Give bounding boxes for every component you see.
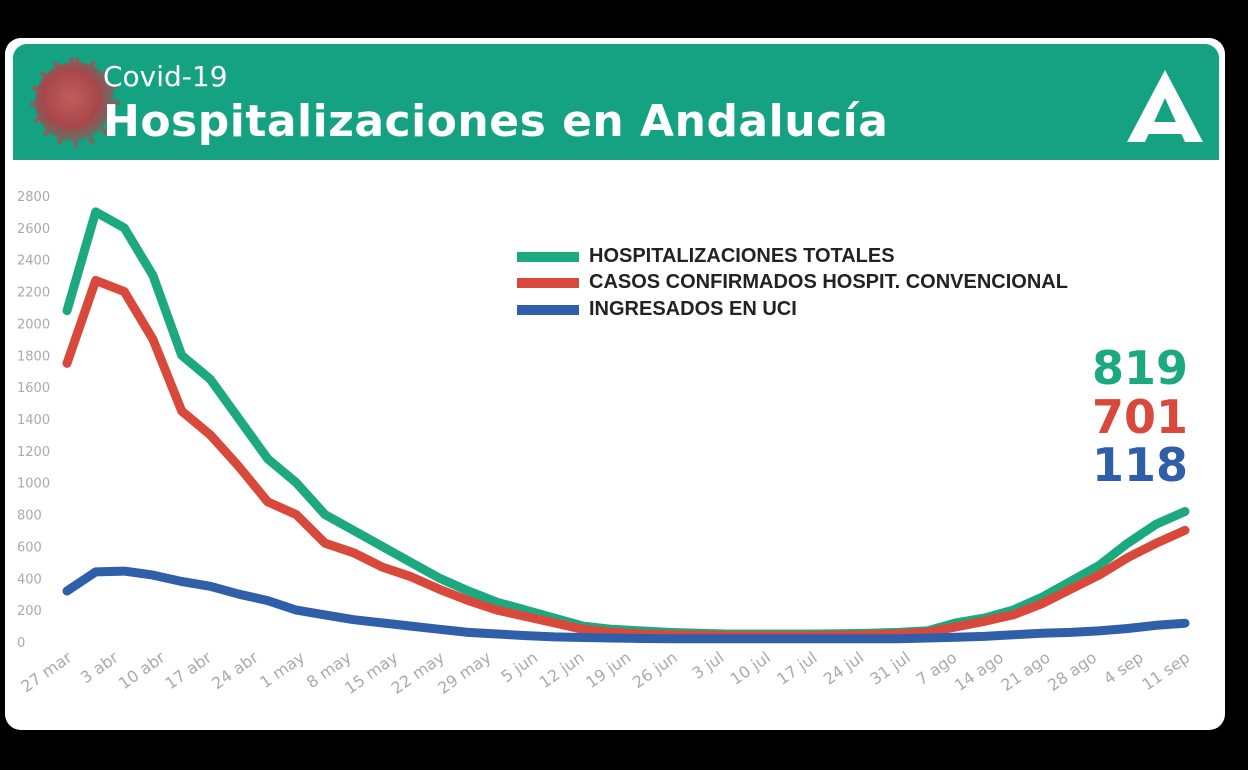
last-value-label: 701 xyxy=(1092,390,1188,444)
y-tick-label: 1600 xyxy=(17,381,50,396)
y-tick-label: 2200 xyxy=(17,286,50,301)
legend-swatch xyxy=(517,305,579,315)
x-tick-label: 27 mar xyxy=(17,647,75,696)
y-tick-label: 1800 xyxy=(17,349,50,364)
y-tick-label: 2000 xyxy=(17,317,50,332)
x-tick-label: 24 abr xyxy=(208,647,262,693)
y-tick-label: 800 xyxy=(17,509,42,524)
y-tick-label: 1000 xyxy=(17,477,50,492)
x-tick-label: 29 may xyxy=(434,648,494,698)
header-title: Hospitalizaciones en Andalucía xyxy=(103,96,889,147)
junta-andalucia-logo-icon xyxy=(1127,70,1203,142)
y-tick-label: 0 xyxy=(17,636,25,651)
x-tick-label: 19 jun xyxy=(582,648,634,692)
y-tick-label: 600 xyxy=(17,540,42,555)
line-chart: 2800260024002200200018001600140012001000… xyxy=(17,190,1193,698)
series-line-3 xyxy=(62,566,1190,644)
x-tick-label: 3 jul xyxy=(688,648,727,683)
last-value-label: 118 xyxy=(1092,438,1188,492)
last-value-label: 819 xyxy=(1092,341,1188,395)
legend-label: CASOS CONFIRMADOS HOSPIT. CONVENCIONAL xyxy=(589,271,1068,293)
x-tick-label: 5 jun xyxy=(497,648,541,687)
x-tick-label: 14 ago xyxy=(951,648,1007,695)
header-banner: Covid-19 Hospitalizaciones en Andalucía xyxy=(13,44,1219,160)
x-tick-label: 24 jul xyxy=(820,648,867,689)
x-tick-label: 12 jun xyxy=(536,648,588,692)
x-tick-label: 17 abr xyxy=(162,647,216,693)
y-tick-label: 2600 xyxy=(17,222,50,237)
header-subtitle: Covid-19 xyxy=(103,60,228,93)
x-tick-label: 10 abr xyxy=(115,647,169,693)
x-tick-label: 11 sep xyxy=(1138,648,1193,694)
legend-swatch xyxy=(517,252,579,262)
y-tick-label: 1400 xyxy=(17,413,50,428)
x-tick-label: 10 jul xyxy=(727,648,774,689)
legend-label: HOSPITALIZACIONES TOTALES xyxy=(589,245,895,267)
y-tick-label: 200 xyxy=(17,604,42,619)
x-tick-label: 28 ago xyxy=(1044,648,1100,695)
x-tick-label: 17 jul xyxy=(773,648,820,689)
x-tick-label: 26 jun xyxy=(629,648,681,692)
x-tick-label: 1 may xyxy=(256,648,308,692)
coronavirus-icon xyxy=(35,62,115,142)
series-line-2 xyxy=(62,275,1190,641)
y-tick-label: 2800 xyxy=(17,190,50,205)
legend-swatch xyxy=(517,278,579,288)
chart-card: Covid-19 Hospitalizaciones en Andalucía … xyxy=(5,38,1225,730)
y-tick-label: 1200 xyxy=(17,445,50,460)
y-tick-label: 400 xyxy=(17,572,42,587)
x-tick-label: 31 jul xyxy=(866,648,913,689)
y-tick-label: 2400 xyxy=(17,254,50,269)
legend-label: INGRESADOS EN UCI xyxy=(589,298,797,320)
x-tick-label: 21 ago xyxy=(997,648,1053,695)
x-tick-label: 3 abr xyxy=(77,647,122,687)
